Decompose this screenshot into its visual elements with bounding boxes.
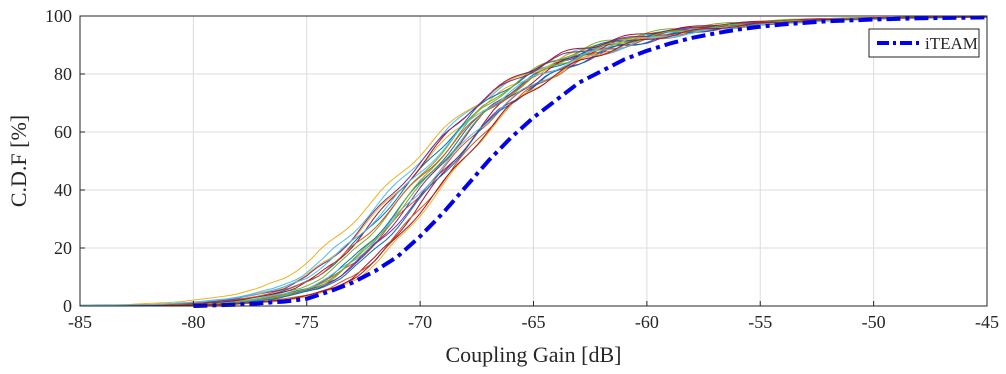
y-tick-label: 100 — [45, 6, 72, 26]
x-tick-label: -75 — [295, 312, 319, 332]
x-tick-label: -60 — [635, 312, 659, 332]
y-axis-label: C.D.F [%] — [6, 115, 31, 207]
y-tick-label: 80 — [54, 64, 72, 84]
legend-label-iteam: iTEAM — [925, 34, 978, 53]
x-tick-label: -45 — [975, 312, 999, 332]
tick-labels: -85 -80 -75 -70 -65 -60 -55 -50 -45 0 20 40 60 80 100 — [45, 6, 999, 332]
y-tick-label: 20 — [54, 238, 72, 258]
iteam-series-line — [193, 15, 988, 308]
x-tick-label: -70 — [408, 312, 432, 332]
legend: iTEAM — [868, 28, 980, 58]
y-tick-label: 0 — [63, 296, 72, 316]
x-axis-label: Coupling Gain [dB] — [446, 342, 622, 367]
x-tick-label: -50 — [862, 312, 886, 332]
x-tick-label: -65 — [522, 312, 546, 332]
x-tick-label: -85 — [68, 312, 92, 332]
iteam-series-layer — [193, 15, 988, 308]
y-tick-label: 40 — [54, 180, 72, 200]
y-tick-label: 60 — [54, 122, 72, 142]
grid — [79, 15, 988, 307]
x-tick-label: -55 — [748, 312, 772, 332]
x-tick-label: -80 — [181, 312, 205, 332]
